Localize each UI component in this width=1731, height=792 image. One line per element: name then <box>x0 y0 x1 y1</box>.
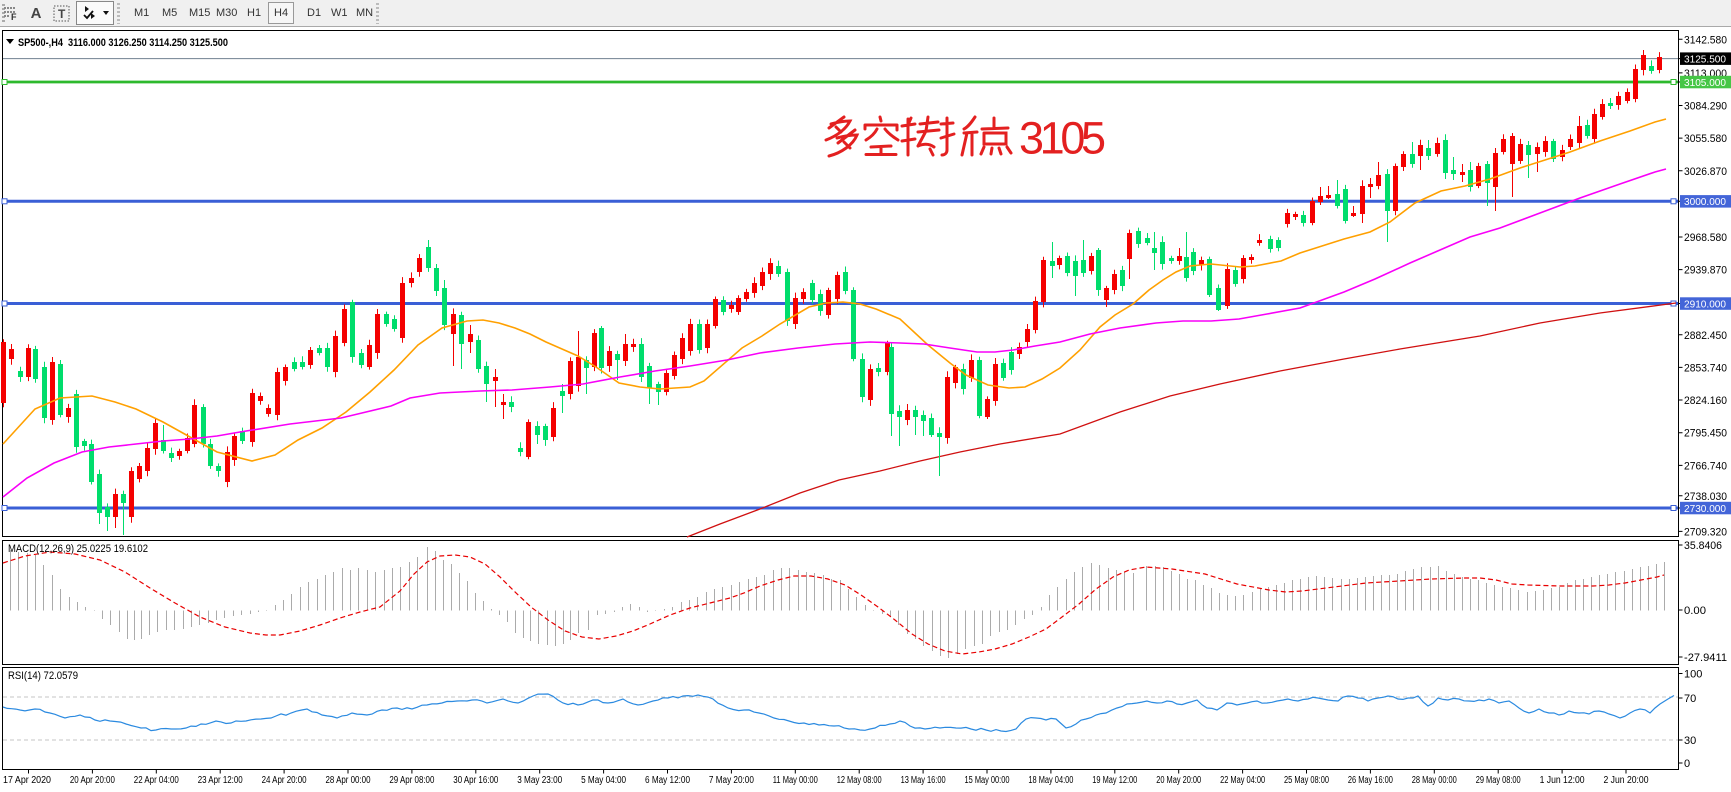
svg-text:2795.450: 2795.450 <box>1684 428 1727 440</box>
svg-text:25 May 08:00: 25 May 08:00 <box>1284 775 1329 786</box>
svg-text:100: 100 <box>1684 669 1702 681</box>
svg-text:15 May 00:00: 15 May 00:00 <box>965 775 1010 786</box>
svg-text:2853.740: 2853.740 <box>1684 362 1727 374</box>
svg-text:13 May 16:00: 13 May 16:00 <box>901 775 946 786</box>
svg-text:28 Apr 00:00: 28 Apr 00:00 <box>326 775 371 786</box>
svg-text:2730.000: 2730.000 <box>1684 503 1726 515</box>
svg-text:6 May 12:00: 6 May 12:00 <box>645 775 691 786</box>
svg-text:11 May 00:00: 11 May 00:00 <box>773 775 818 786</box>
svg-text:2738.030: 2738.030 <box>1684 491 1727 503</box>
svg-text:2910.000: 2910.000 <box>1684 298 1726 310</box>
svg-text:3 May 23:00: 3 May 23:00 <box>517 775 563 786</box>
svg-text:5 May 04:00: 5 May 04:00 <box>581 775 627 786</box>
svg-text:24 Apr 20:00: 24 Apr 20:00 <box>262 775 307 786</box>
svg-text:RSI(14) 72.0579: RSI(14) 72.0579 <box>8 670 78 682</box>
svg-text:3055.580: 3055.580 <box>1684 133 1727 145</box>
svg-text:2968.580: 2968.580 <box>1684 232 1727 244</box>
svg-text:2709.320: 2709.320 <box>1684 526 1727 538</box>
svg-text:3125.500: 3125.500 <box>1684 53 1726 65</box>
svg-text:35.8406: 35.8406 <box>1684 540 1722 552</box>
svg-text:20 May 20:00: 20 May 20:00 <box>1156 775 1201 786</box>
svg-text:30: 30 <box>1684 735 1696 747</box>
svg-text:22 Apr 04:00: 22 Apr 04:00 <box>134 775 179 786</box>
svg-text:17 Apr 2020: 17 Apr 2020 <box>3 775 52 786</box>
svg-text:29 Apr 08:00: 29 Apr 08:00 <box>389 775 434 786</box>
svg-text:F: F <box>11 12 17 21</box>
svg-text:20 Apr 20:00: 20 Apr 20:00 <box>70 775 115 786</box>
svg-text:3000.000: 3000.000 <box>1684 196 1726 208</box>
svg-text:26 May 16:00: 26 May 16:00 <box>1348 775 1393 786</box>
svg-text:2766.740: 2766.740 <box>1684 460 1727 472</box>
svg-text:0.00: 0.00 <box>1684 605 1706 617</box>
svg-text:22 May 04:00: 22 May 04:00 <box>1220 775 1265 786</box>
svg-text:12 May 08:00: 12 May 08:00 <box>837 775 882 786</box>
svg-text:2824.160: 2824.160 <box>1684 395 1727 407</box>
svg-text:18 May 04:00: 18 May 04:00 <box>1028 775 1073 786</box>
svg-text:SP500-,H4 3116.000 3126.250 3: SP500-,H4 3116.000 3126.250 3114.250 312… <box>18 37 228 49</box>
svg-text:28 May 00:00: 28 May 00:00 <box>1412 775 1457 786</box>
svg-text:19 May 12:00: 19 May 12:00 <box>1092 775 1137 786</box>
svg-text:T: T <box>58 7 66 21</box>
svg-text:29 May 08:00: 29 May 08:00 <box>1476 775 1521 786</box>
svg-text:-27.9411: -27.9411 <box>1684 652 1727 664</box>
svg-text:7 May 20:00: 7 May 20:00 <box>709 775 755 786</box>
svg-text:70: 70 <box>1684 693 1696 705</box>
svg-text:3084.290: 3084.290 <box>1684 101 1727 113</box>
svg-text:2939.870: 2939.870 <box>1684 265 1727 277</box>
svg-text:MACD(12,26,9) 25.0225 19.6102: MACD(12,26,9) 25.0225 19.6102 <box>8 543 148 555</box>
svg-text:2 Jun 20:00: 2 Jun 20:00 <box>1604 775 1650 786</box>
svg-text:2882.450: 2882.450 <box>1684 330 1727 342</box>
svg-text:0: 0 <box>1684 758 1690 770</box>
svg-text:23 Apr 12:00: 23 Apr 12:00 <box>198 775 243 786</box>
svg-text:1 Jun 12:00: 1 Jun 12:00 <box>1540 775 1586 786</box>
svg-text:3142.580: 3142.580 <box>1684 34 1727 46</box>
svg-text:30 Apr 16:00: 30 Apr 16:00 <box>453 775 498 786</box>
svg-text:3105: 3105 <box>1019 113 1106 164</box>
svg-text:3105.000: 3105.000 <box>1684 77 1726 89</box>
svg-text:3026.870: 3026.870 <box>1684 166 1727 178</box>
